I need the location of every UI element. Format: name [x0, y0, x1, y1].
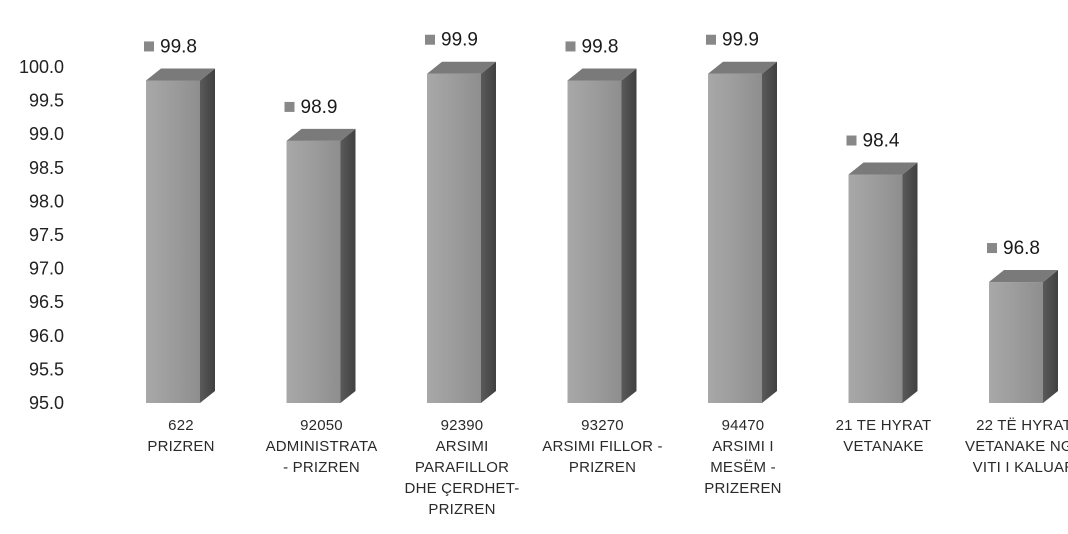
- bar-front: [427, 73, 481, 403]
- bar: [427, 61, 496, 403]
- bar-side: [902, 162, 918, 403]
- bar-top: [848, 162, 918, 175]
- legend-marker-icon: [425, 34, 435, 45]
- data-label: 99.8: [565, 36, 619, 57]
- x-tick-label: 92050 ADMINISTRATA - PRIZREN: [266, 417, 378, 476]
- x-axis: 622 PRIZREN 92050 ADMINISTRATA - PRIZREN 9239…: [147, 417, 1068, 518]
- bar-front: [848, 174, 903, 403]
- data-label: 99.8: [144, 36, 197, 57]
- data-label-value: 99.9: [722, 30, 759, 51]
- x-tick-label: 94470 ARSIMI I MESËM -PRIZEREN: [704, 417, 781, 497]
- data-label: 98.4: [846, 131, 900, 152]
- bar: [286, 128, 356, 404]
- legend-marker-icon: [144, 41, 154, 52]
- bar-front: [989, 282, 1043, 403]
- legend-marker-icon: [565, 41, 576, 52]
- bar: [848, 162, 918, 403]
- bar-top: [427, 61, 496, 74]
- data-label: 99.9: [425, 30, 478, 51]
- y-tick-label: 99.0: [29, 124, 64, 144]
- y-tick-label: 98.5: [29, 158, 64, 178]
- legend-marker-icon: [987, 243, 997, 254]
- bar-side: [481, 61, 496, 403]
- y-tick-label: 97.0: [29, 259, 64, 279]
- data-label-value: 98.9: [301, 97, 338, 118]
- legend-marker-icon: [284, 101, 295, 112]
- bar: [989, 270, 1058, 403]
- x-tick-label: 21 TE HYRAT VETANAKE: [836, 417, 932, 455]
- y-tick-label: 95.0: [29, 393, 64, 413]
- y-tick-label: 98.0: [29, 191, 64, 211]
- x-tick-label: 93270 ARSIMI FILLOR -PRIZREN: [542, 417, 663, 476]
- bar-side: [762, 61, 777, 403]
- bar: [708, 61, 777, 403]
- data-label-value: 96.8: [1003, 238, 1040, 259]
- data-label-value: 99.8: [582, 36, 619, 57]
- x-tick-label: 622 PRIZREN: [147, 417, 214, 455]
- data-labels-group: 99.8 98.9 99.9 99.8 99.9 98.4 96.8: [144, 30, 1040, 259]
- bar-top: [286, 128, 356, 141]
- data-label-value: 99.9: [441, 30, 478, 51]
- data-label-value: 98.4: [863, 131, 900, 152]
- bars-group: [146, 61, 1058, 404]
- y-tick-label: 96.0: [29, 326, 64, 346]
- y-tick-label: 99.5: [29, 91, 64, 111]
- data-label: 96.8: [987, 238, 1040, 259]
- data-label: 98.9: [284, 97, 338, 118]
- bar-side: [621, 68, 637, 403]
- bar-side: [200, 68, 215, 403]
- bar-top: [146, 68, 215, 81]
- bar-side: [1043, 270, 1058, 403]
- bar-top: [989, 270, 1058, 283]
- data-label-value: 99.8: [160, 36, 197, 57]
- bar: [567, 68, 637, 403]
- y-tick-label: 96.5: [29, 292, 64, 312]
- x-tick-label: 92390 ARSIMI PARAFILLOR DHE ÇERDHET-PRIZREN: [405, 417, 520, 518]
- legend-marker-icon: [846, 135, 857, 146]
- data-label: 99.9: [706, 30, 759, 51]
- y-axis: 100.0 99.5 99.0 98.5 98.0 97.5 97.0 96.5 96.0 95.…: [19, 57, 64, 413]
- y-tick-label: 95.5: [29, 359, 64, 379]
- y-tick-label: 97.5: [29, 225, 64, 245]
- bar-top: [708, 61, 777, 74]
- bar-front: [708, 73, 762, 403]
- bar-front: [286, 140, 341, 404]
- bar-front: [146, 80, 200, 403]
- bar-side: [340, 128, 356, 404]
- y-tick-label: 100.0: [19, 57, 64, 77]
- bar-front: [567, 80, 622, 403]
- bar: [146, 68, 215, 403]
- legend-marker-icon: [706, 34, 716, 45]
- bar-top: [567, 68, 637, 81]
